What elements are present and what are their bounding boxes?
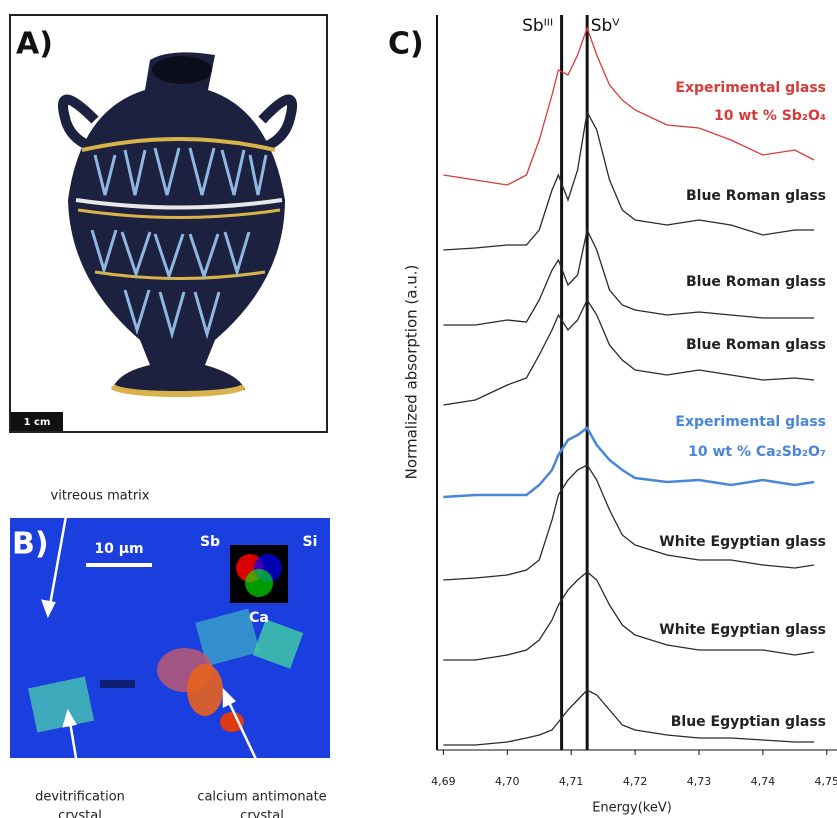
reference-label: Sbⱽ xyxy=(591,16,621,36)
annotation: devitrification xyxy=(35,790,125,805)
scale-bar-label: 1 cm xyxy=(24,417,51,428)
series-label: White Egyptian glass xyxy=(659,534,826,550)
scale-bar-label: 10 µm xyxy=(94,541,143,557)
spectrum xyxy=(443,28,814,185)
series-label: Blue Roman glass xyxy=(686,337,826,353)
annotation: crystal xyxy=(58,809,102,818)
annotation: vitreous matrix xyxy=(51,489,150,504)
annotation: calcium antimonate xyxy=(197,790,326,805)
series-label: White Egyptian glass xyxy=(659,622,826,638)
x-tick-label: 4,75 xyxy=(815,775,837,788)
page: 1 cm A) Sb Si Ca 10 µm B) vitreous matri… xyxy=(0,0,837,818)
x-tick-label: 4,71 xyxy=(559,775,584,788)
channel-label: Si xyxy=(303,534,318,550)
series-label: Experimental glass xyxy=(675,414,826,430)
spectrum xyxy=(443,465,814,580)
figure: 1 cm A) Sb Si Ca 10 µm B) vitreous matri… xyxy=(0,0,837,818)
series-label: Blue Roman glass xyxy=(686,188,826,204)
series-label: 10 wt % Sb₂O₄ xyxy=(714,108,826,124)
y-axis-label: Normalized absorption (a.u.) xyxy=(403,265,421,480)
spectrum xyxy=(443,112,814,250)
series-label: Blue Roman glass xyxy=(686,274,826,290)
x-tick-label: 4,72 xyxy=(623,775,648,788)
rgb-circle xyxy=(245,569,273,597)
reference-label: Sbᴵᴵᴵ xyxy=(522,16,553,36)
x-tick-label: 4,73 xyxy=(687,775,712,788)
x-axis-label: Energy(keV) xyxy=(592,801,672,816)
panel-label: C) xyxy=(388,27,424,62)
channel-label: Sb xyxy=(200,534,220,550)
panel-label: A) xyxy=(16,27,53,62)
x-tick-label: 4,70 xyxy=(495,775,520,788)
panel-label: B) xyxy=(12,527,49,562)
series-label: Blue Egyptian glass xyxy=(671,714,826,730)
spectrum xyxy=(443,428,814,497)
spectrum xyxy=(443,572,814,660)
channel-label: Ca xyxy=(249,610,269,626)
x-tick-label: 4,74 xyxy=(751,775,776,788)
series-label: Experimental glass xyxy=(675,80,826,96)
series-label: 10 wt % Ca₂Sb₂O₇ xyxy=(688,444,826,460)
x-tick-label: 4,69 xyxy=(431,775,456,788)
annotation: crystal xyxy=(240,809,284,818)
